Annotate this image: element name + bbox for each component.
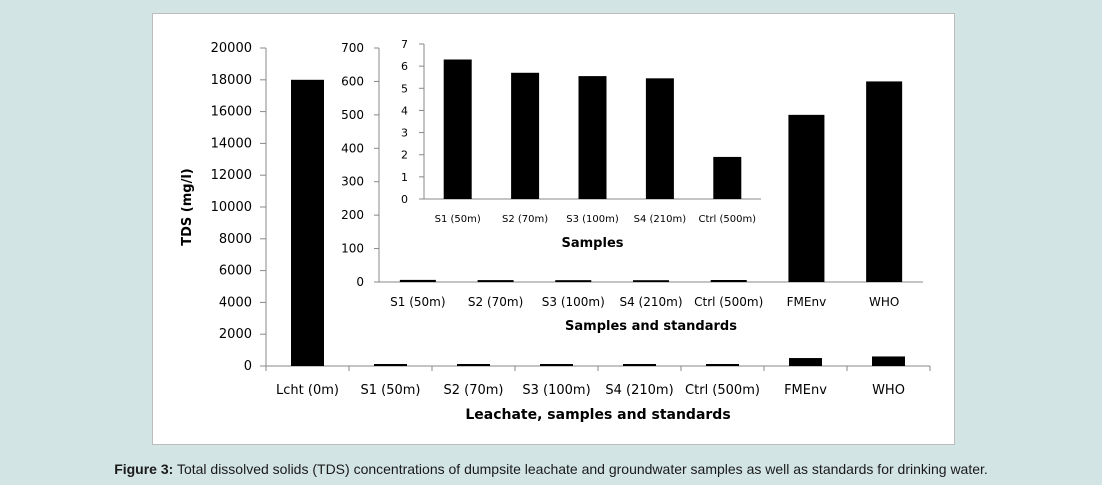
inset1-category-label: S3 (100m) xyxy=(542,295,605,309)
inset2-y-tick-label: 5 xyxy=(401,82,408,95)
inset2-y-tick-label: 1 xyxy=(401,171,408,184)
inset1-bar xyxy=(710,280,747,282)
main-y-tick-label: 8000 xyxy=(219,232,252,247)
inset1-y-tick-label: 200 xyxy=(341,208,364,222)
main-category-label: FMEnv xyxy=(784,383,827,398)
inset2-y-tick-label: 4 xyxy=(401,104,408,117)
main-y-tick-label: 14000 xyxy=(211,136,252,151)
caption-text: Total dissolved solids (TDS) concentrati… xyxy=(173,461,988,477)
main-y-tick-label: 12000 xyxy=(211,168,252,183)
main-bar xyxy=(789,358,822,366)
main-y-tick-label: 4000 xyxy=(219,295,252,310)
inset2-y-tick-label: 2 xyxy=(401,149,408,162)
main-category-label: Ctrl (500m) xyxy=(685,383,760,398)
main-category-label: Lcht (0m) xyxy=(276,383,339,398)
inset1-bar xyxy=(788,114,825,282)
inset2-category-label: S3 (100m) xyxy=(566,214,619,225)
main-bar xyxy=(706,364,739,366)
inset1-category-label: S4 (210m) xyxy=(619,295,682,309)
inset1-y-tick-label: 700 xyxy=(341,41,364,55)
inset2-bar xyxy=(511,72,540,199)
main-bar xyxy=(872,356,905,366)
main-category-label: S1 (50m) xyxy=(360,383,420,398)
main-y-tick-label: 20000 xyxy=(211,41,252,56)
inset1-y-tick-label: 400 xyxy=(341,141,364,155)
main-bar xyxy=(457,364,490,366)
caption-label: Figure 3: xyxy=(114,461,174,477)
inset1-y-tick-label: 0 xyxy=(356,275,364,289)
main-x-axis-title: Leachate, samples and standards xyxy=(465,407,730,423)
inset2-y-tick-label: 6 xyxy=(401,60,408,73)
inset2-bar xyxy=(645,78,674,199)
main-category-label: S4 (210m) xyxy=(605,383,673,398)
inset1-y-tick-label: 100 xyxy=(341,242,364,256)
main-category-label: S2 (70m) xyxy=(443,383,503,398)
inset2-category-label: S4 (210m) xyxy=(634,214,687,225)
main-bar xyxy=(291,79,324,367)
main-y-tick-label: 10000 xyxy=(211,200,252,215)
inset2-bar xyxy=(713,156,742,199)
inset2-y-tick-label: 3 xyxy=(401,127,408,140)
main-y-tick-label: 16000 xyxy=(211,105,252,120)
main-y-tick-label: 2000 xyxy=(219,327,252,342)
inset1-bar xyxy=(477,280,514,282)
main-bar xyxy=(374,364,407,366)
inset1-category-label: S1 (50m) xyxy=(390,295,445,309)
figure-caption: Figure 3: Total dissolved solids (TDS) c… xyxy=(0,461,1102,477)
inset1-y-tick-label: 600 xyxy=(341,74,364,88)
main-y-tick-label: 18000 xyxy=(211,73,252,88)
inset2-category-label: S2 (70m) xyxy=(502,214,548,225)
inset1-bar xyxy=(866,81,903,282)
inset1-category-label: FMEnv xyxy=(787,295,827,309)
inset2-y-tick-label: 7 xyxy=(401,38,408,51)
main-y-axis-title: TDS (mg/l) xyxy=(180,168,195,246)
tds-chart: 0200040006000800010000120001400016000180… xyxy=(180,38,931,423)
main-bar xyxy=(623,364,656,366)
main-category-label: S3 (100m) xyxy=(522,383,590,398)
inset1-y-tick-label: 500 xyxy=(341,108,364,122)
inset1-y-tick-label: 300 xyxy=(341,175,364,189)
inset1-bar xyxy=(633,280,669,282)
inset1-bar xyxy=(399,279,436,282)
inset1-category-label: Ctrl (500m) xyxy=(694,295,763,309)
inset2-bar xyxy=(443,59,472,199)
inset2-x-axis-title: Samples xyxy=(562,236,624,251)
figure-panel: 0 2000 4000 6000 8000 10000 12000 14000 16000 180… xyxy=(152,13,955,445)
main-bar xyxy=(540,364,573,366)
inset2-y-tick-label: 0 xyxy=(401,193,408,206)
inset2-category-label: Ctrl (500m) xyxy=(698,214,756,225)
main-category-label: WHO xyxy=(872,383,905,398)
main-y-tick-label: 6000 xyxy=(219,264,252,279)
inset1-category-label: WHO xyxy=(869,295,899,309)
inset2-bar xyxy=(578,76,607,199)
inset1-category-label: S2 (70m) xyxy=(468,295,523,309)
main-y-tick-label: 0 xyxy=(244,359,252,374)
inset1-bar xyxy=(555,280,592,282)
inset2-category-label: S1 (50m) xyxy=(435,214,481,225)
inset1-x-axis-title: Samples and standards xyxy=(565,319,737,334)
